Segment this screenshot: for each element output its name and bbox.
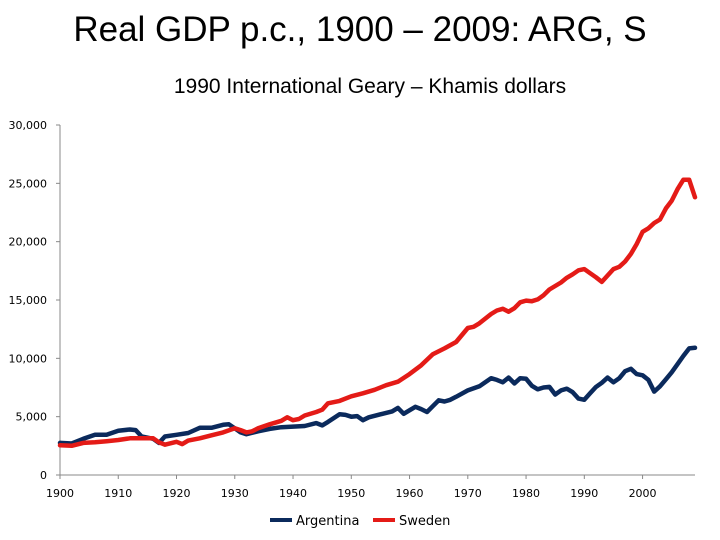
legend: Argentina Sweden	[270, 514, 450, 529]
x-tick-label: 1910	[104, 487, 132, 500]
y-tick-label: 5,000	[16, 411, 48, 424]
x-tick-label: 1980	[512, 487, 540, 500]
x-tick-label: 1950	[337, 487, 365, 500]
y-tick-label: 15,000	[9, 294, 48, 307]
y-tick-label: 30,000	[9, 119, 48, 132]
x-tick-label: 1970	[454, 487, 482, 500]
series-lines	[57, 177, 698, 449]
series-line-sweden	[57, 177, 698, 449]
y-tick-label: 20,000	[9, 236, 48, 249]
x-tick-label: 1960	[396, 487, 424, 500]
x-tick-label: 2000	[629, 487, 657, 500]
y-tick-label: 25,000	[9, 177, 48, 190]
x-tick-label: 1940	[279, 487, 307, 500]
legend-label-sweden: Sweden	[399, 514, 450, 529]
x-tick-label: 1900	[46, 487, 74, 500]
x-tick-label: 1930	[221, 487, 249, 500]
y-ticks: 0 5,000 10,000 15,000 20,000 25,000 30,000	[9, 119, 60, 482]
x-tick-label: 1920	[163, 487, 191, 500]
x-ticks: 1900 1910 1920 1930 1940 1950 1960 1970 1980 1990…	[46, 475, 657, 500]
chart-title: Real GDP p.c., 1900 – 2009: ARG, S	[73, 10, 647, 49]
legend-label-argentina: Argentina	[296, 514, 359, 529]
x-tick-label: 1990	[570, 487, 598, 500]
y-tick-label: 0	[40, 469, 47, 482]
series-line-argentina	[57, 345, 698, 446]
chart-subtitle: 1990 International Geary – Khamis dollar…	[173, 75, 567, 98]
y-tick-label: 10,000	[9, 352, 48, 365]
